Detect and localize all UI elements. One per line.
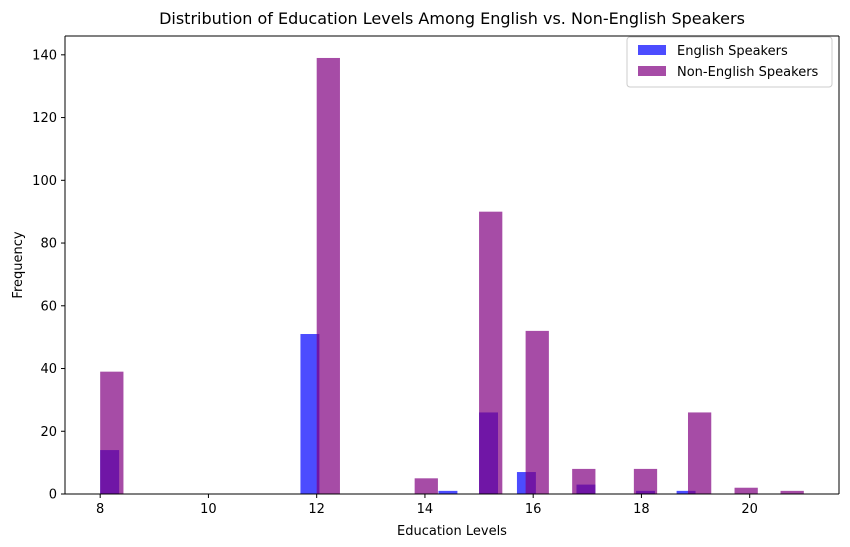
legend: English Speakers Non-English Speakers — [626, 36, 833, 88]
x-tick-label: 14 — [417, 502, 434, 517]
bar-non-english — [414, 478, 438, 494]
y-axis-label: Frequency — [11, 231, 26, 298]
legend-frame — [626, 36, 833, 88]
bar-non-english — [633, 468, 658, 494]
y-tick-label: 120 — [32, 111, 57, 126]
x-tick-label: 10 — [200, 502, 217, 517]
chart-title: Distribution of Education Levels Among E… — [159, 9, 745, 28]
legend-entry: English Speakers — [677, 44, 788, 59]
legend-entry: Non-English Speakers — [677, 65, 819, 80]
bar-non-english — [479, 211, 503, 495]
y-tick-label: 20 — [40, 425, 57, 440]
x-tick-label: 18 — [633, 502, 650, 517]
bar-non-english — [780, 490, 804, 494]
x-tick-label: 12 — [308, 502, 325, 517]
y-tick-label: 100 — [32, 174, 57, 189]
x-tick-label: 16 — [525, 502, 542, 517]
bar-english — [676, 490, 696, 494]
y-tick-label: 0 — [49, 488, 57, 503]
y-tick-label: 80 — [40, 237, 57, 252]
y-tick-label: 40 — [40, 362, 57, 377]
legend-swatch — [638, 66, 666, 76]
y-tick-label: 60 — [40, 299, 57, 314]
bar-non-english — [525, 330, 549, 494]
x-axis-label: Education Levels — [397, 524, 507, 539]
bar-english — [438, 490, 458, 494]
bar-non-english — [687, 412, 712, 494]
bar-non-english — [316, 57, 340, 495]
bar-non-english — [100, 371, 124, 494]
legend-swatch — [638, 45, 666, 55]
bar-non-english — [572, 468, 596, 494]
bar-non-english — [734, 487, 758, 494]
x-tick-label: 20 — [741, 502, 758, 517]
bar-english — [300, 334, 320, 494]
axes-group: 8 10 12 14 16 18 20 0 20 40 60 80 100 120 140 — [32, 35, 840, 517]
y-tick-label: 140 — [32, 48, 57, 63]
bars-group — [100, 57, 804, 495]
x-tick-label: 8 — [96, 502, 104, 517]
